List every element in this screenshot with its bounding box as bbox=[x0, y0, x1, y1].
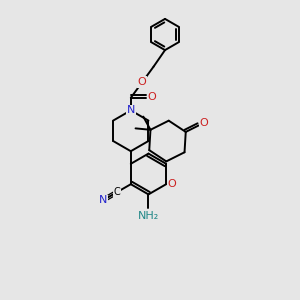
Text: O: O bbox=[168, 179, 176, 189]
Text: NH₂: NH₂ bbox=[138, 211, 159, 221]
Text: O: O bbox=[200, 118, 208, 128]
Text: N: N bbox=[127, 105, 135, 116]
Text: C: C bbox=[114, 187, 121, 197]
Text: O: O bbox=[147, 92, 156, 102]
Text: N: N bbox=[99, 195, 107, 206]
Text: O: O bbox=[138, 77, 147, 87]
